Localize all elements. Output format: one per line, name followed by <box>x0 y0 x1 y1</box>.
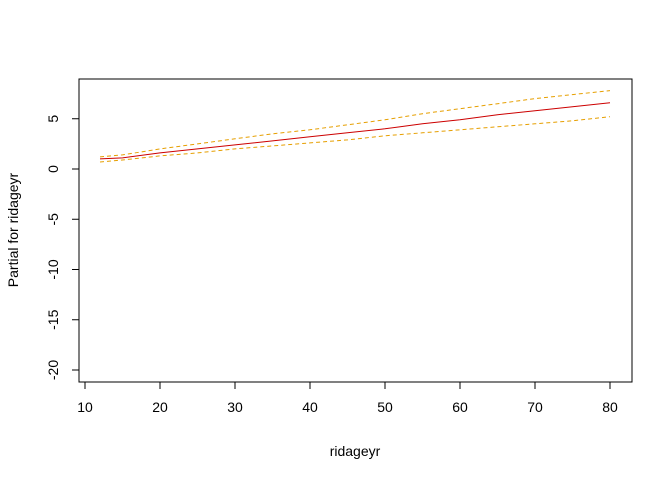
x-axis: 10 20 30 40 50 60 70 80 <box>77 381 618 415</box>
upper-band-line <box>99 90 611 158</box>
x-tick-label: 50 <box>377 399 393 415</box>
x-tick-label: 80 <box>602 399 618 415</box>
x-tick-label: 10 <box>77 399 93 415</box>
y-tick-label: -20 <box>45 360 61 380</box>
x-tick-label: 30 <box>227 399 243 415</box>
plot-frame <box>78 78 633 383</box>
y-axis: 5 0 -5 -10 -15 -20 <box>45 115 80 380</box>
y-tick-label: -5 <box>45 213 61 226</box>
partial-fit-line <box>99 102 611 160</box>
x-axis-title: ridageyr <box>330 443 381 459</box>
x-tick-label: 60 <box>452 399 468 415</box>
x-tick-label: 40 <box>302 399 318 415</box>
lower-band-line <box>99 116 611 163</box>
series-layer <box>99 90 611 163</box>
x-tick-label: 20 <box>152 399 168 415</box>
y-axis-title: Partial for ridageyr <box>5 172 21 287</box>
x-tick-label: 70 <box>527 399 543 415</box>
y-tick-label: 0 <box>45 165 61 173</box>
y-tick-label: -10 <box>45 259 61 279</box>
y-tick-label: 5 <box>45 115 61 123</box>
y-tick-label: -15 <box>45 309 61 329</box>
